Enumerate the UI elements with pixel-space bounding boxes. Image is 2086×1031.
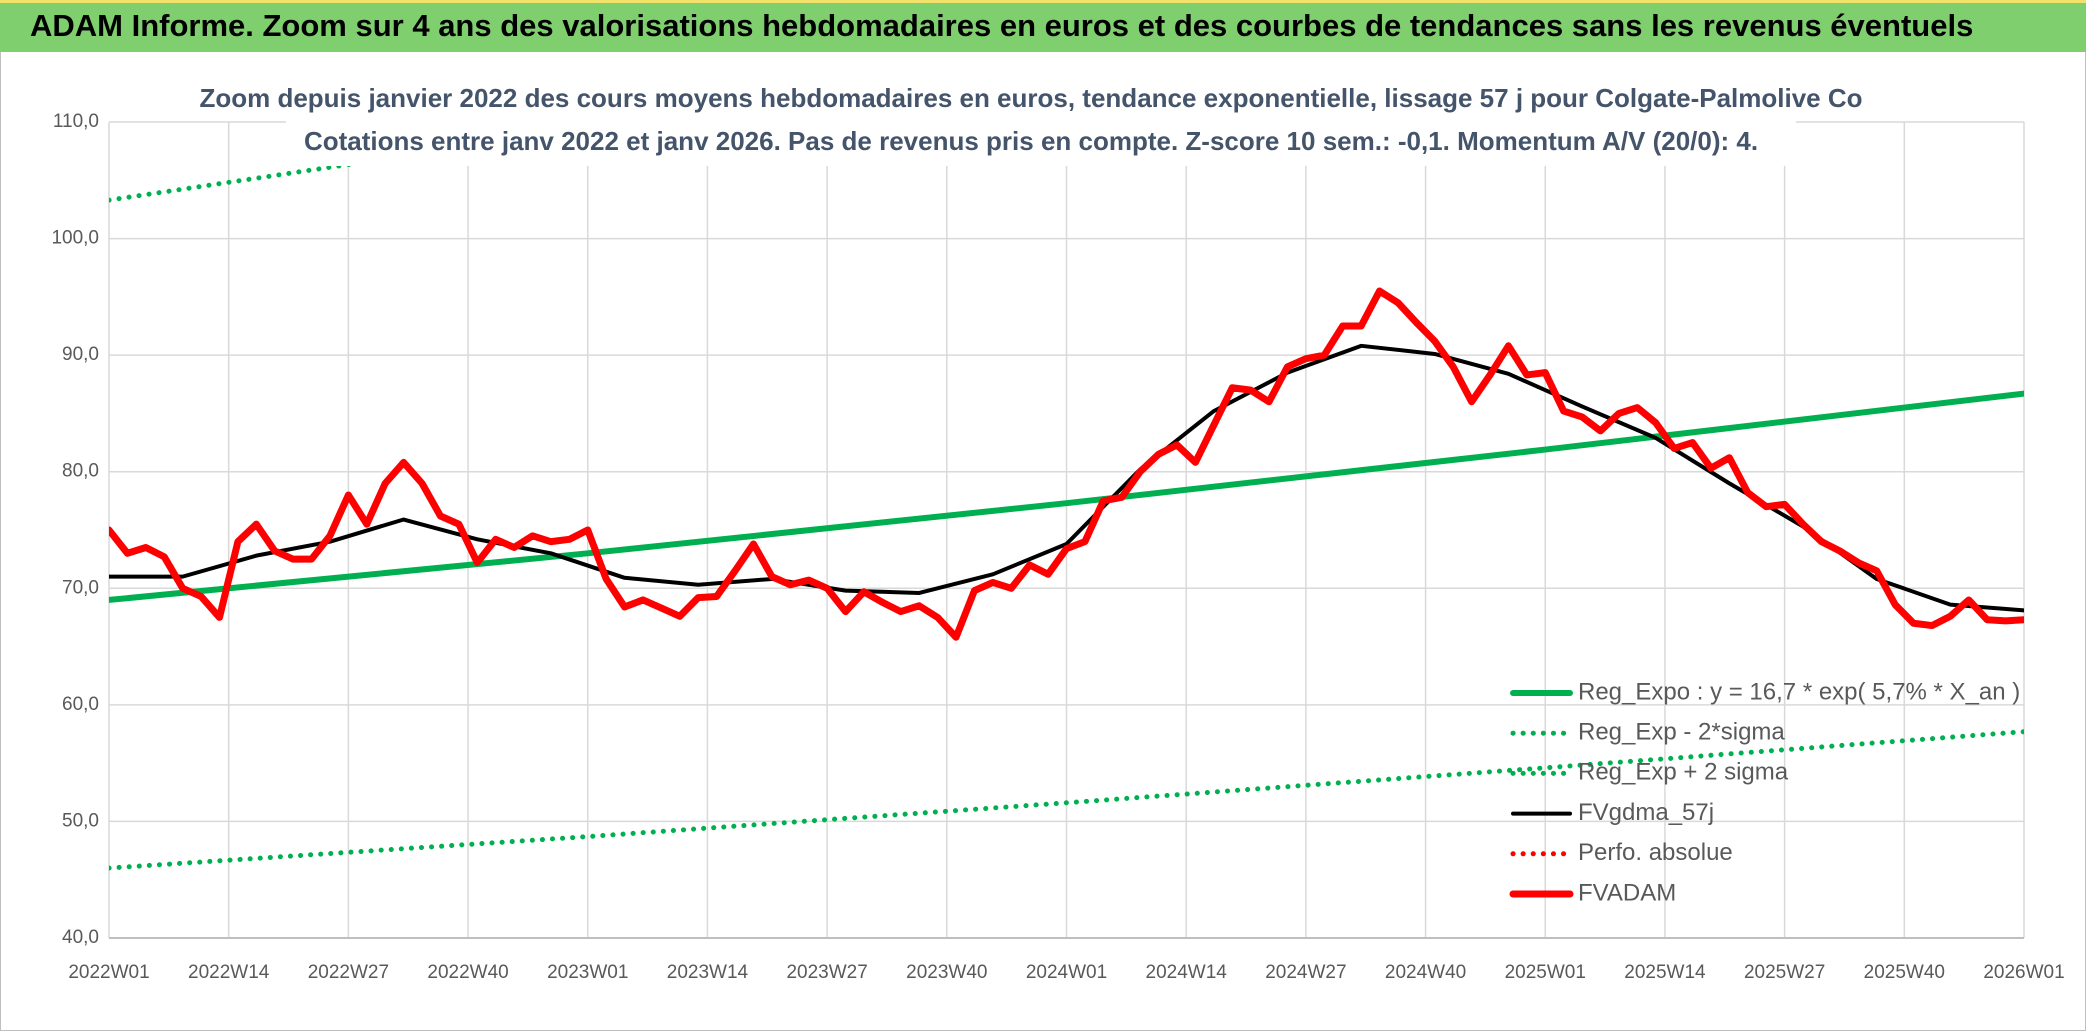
subtitle-box bbox=[286, 80, 1796, 166]
header-bar bbox=[0, 0, 2086, 52]
x-tick-label: 2023W01 bbox=[547, 962, 628, 983]
legend-label: Reg_Expo : y = 16,7 * exp( 5,7% * X_an ) bbox=[1578, 678, 2020, 705]
x-tick-label: 2024W14 bbox=[1146, 962, 1228, 983]
legend-label: FVgdma_57j bbox=[1578, 799, 1714, 826]
x-tick-label: 2023W27 bbox=[786, 962, 867, 983]
y-tick-label: 100,0 bbox=[51, 228, 99, 249]
x-tick-label: 2024W01 bbox=[1026, 962, 1107, 983]
grid: 40,0 50,0 60,0 70,0 80,0 90,0 100,0 110,0 2022W0… bbox=[51, 111, 2064, 983]
x-tick-label: 2025W14 bbox=[1624, 962, 1706, 983]
series-line bbox=[109, 729, 2024, 871]
legend-label: FVADAM bbox=[1578, 879, 1676, 906]
legend-label: Reg_Exp - 2*sigma bbox=[1578, 719, 1785, 746]
x-tick-label: 2025W40 bbox=[1864, 962, 1945, 983]
series-line bbox=[109, 343, 2024, 613]
x-tick-label: 2025W27 bbox=[1744, 962, 1825, 983]
x-tick-label: 2022W14 bbox=[188, 962, 270, 983]
x-tick-label: 2025W01 bbox=[1505, 962, 1586, 983]
x-tick-label: 2022W40 bbox=[427, 962, 508, 983]
series-line bbox=[109, 287, 2024, 641]
x-tick-label: 2022W01 bbox=[68, 962, 149, 983]
y-tick-label: 80,0 bbox=[62, 461, 99, 482]
x-tick-label: 2023W40 bbox=[906, 962, 987, 983]
x-tick-label: 2022W27 bbox=[308, 962, 389, 983]
y-tick-label: 60,0 bbox=[62, 694, 99, 715]
header-title: ADAM Informe. Zoom sur 4 ans des valoris… bbox=[30, 8, 1973, 43]
x-tick-label: 2026W01 bbox=[1983, 962, 2064, 983]
legend: Reg_Expo : y = 16,7 * exp( 5,7% * X_an )… bbox=[1509, 678, 2020, 906]
legend-label: Reg_Exp + 2 sigma bbox=[1578, 759, 1789, 786]
y-tick-label: 110,0 bbox=[53, 111, 99, 132]
x-tick-label: 2023W14 bbox=[667, 962, 749, 983]
y-tick-label: 40,0 bbox=[62, 927, 99, 948]
legend-label: Perfo. absolue bbox=[1578, 839, 1733, 866]
y-tick-label: 50,0 bbox=[62, 810, 99, 831]
x-tick-label: 2024W40 bbox=[1385, 962, 1466, 983]
y-tick-label: 90,0 bbox=[62, 344, 99, 365]
header-edge bbox=[0, 0, 2086, 3]
chart-subtitle: Cotations entre janv 2022 et janv 2026. … bbox=[304, 126, 1758, 156]
y-tick-label: 70,0 bbox=[62, 577, 99, 598]
x-tick-label: 2024W27 bbox=[1265, 962, 1346, 983]
series-line bbox=[109, 390, 2024, 603]
chart-title: Zoom depuis janvier 2022 des cours moyen… bbox=[199, 83, 1862, 113]
